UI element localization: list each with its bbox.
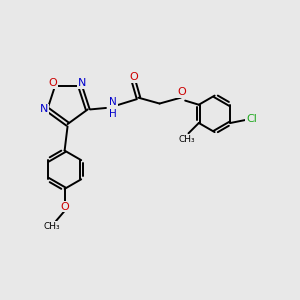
Text: N: N	[40, 104, 48, 114]
Text: O: O	[60, 202, 69, 212]
Text: N
H: N H	[110, 97, 117, 119]
Text: O: O	[48, 78, 57, 88]
Text: O: O	[177, 87, 186, 98]
Text: Cl: Cl	[246, 115, 257, 124]
Text: CH₃: CH₃	[178, 135, 195, 144]
Text: O: O	[130, 72, 138, 82]
Text: CH₃: CH₃	[44, 222, 61, 231]
Text: N: N	[78, 78, 87, 88]
